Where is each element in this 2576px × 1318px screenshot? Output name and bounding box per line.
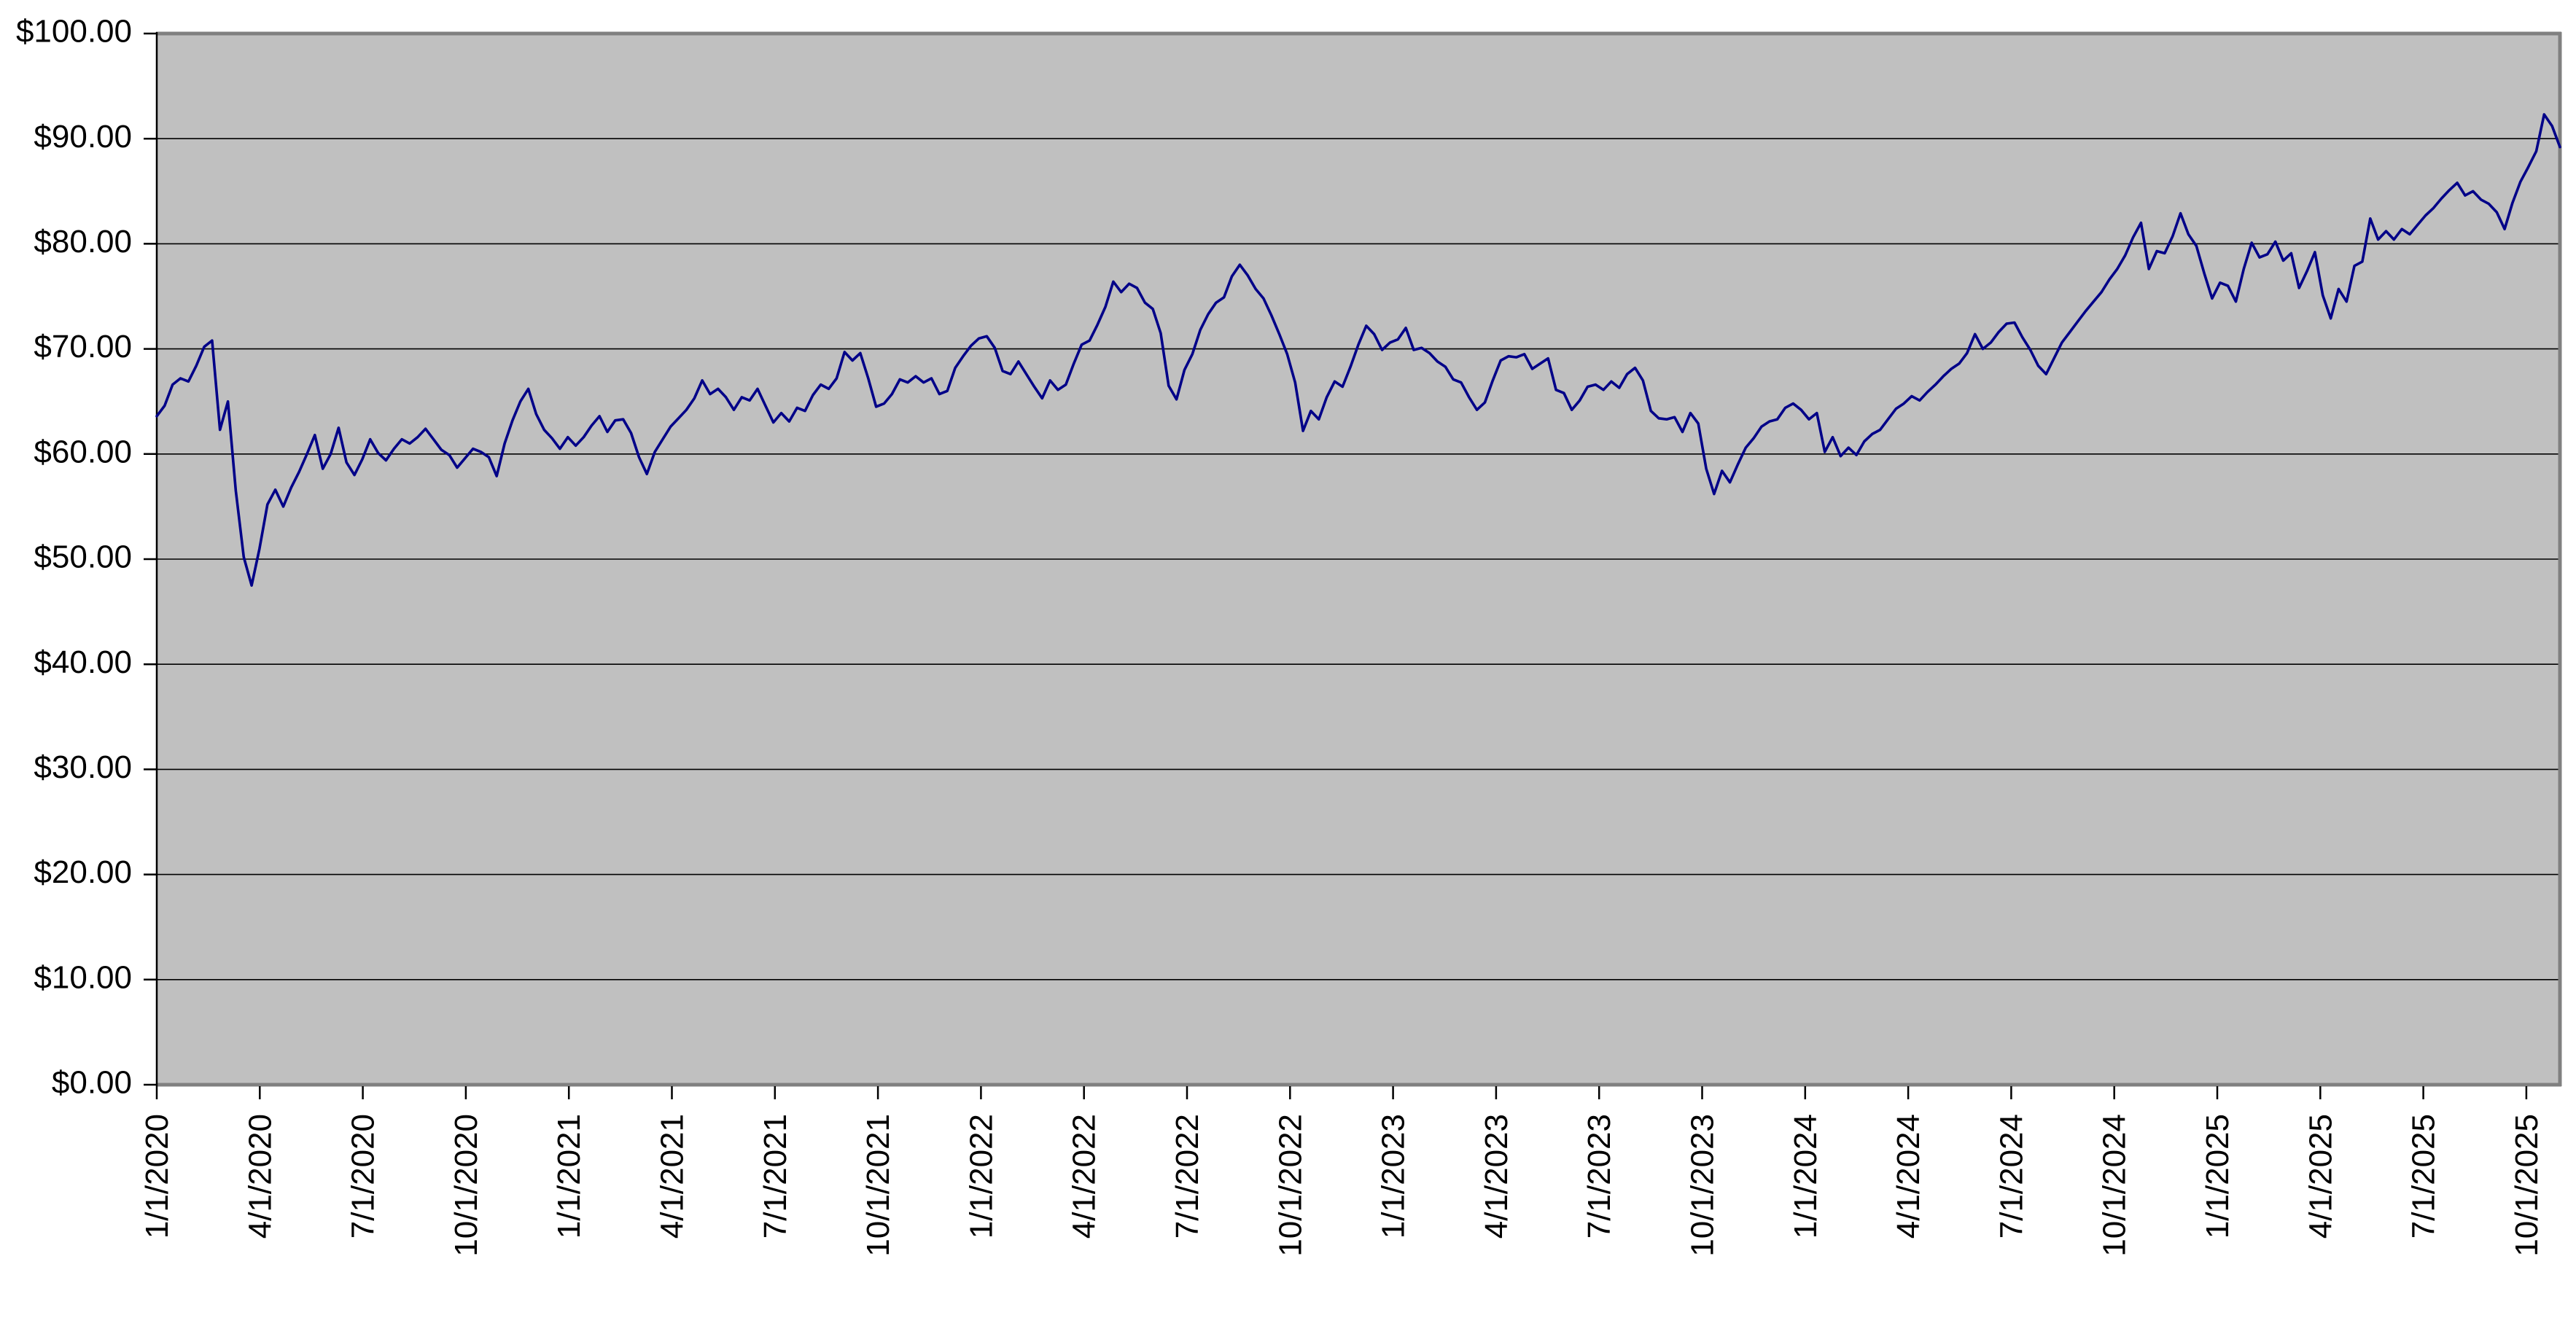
x-axis-labels: 1/1/2020 4/1/2020 7/1/2020 10/1/2020 1/1/202… — [139, 1114, 2545, 1257]
x-label-7/1/2021: 7/1/2021 — [758, 1114, 793, 1239]
price-line — [155, 113, 2561, 587]
y-label-$40.00: $40.00 — [34, 644, 132, 680]
x-label-10/1/2020: 10/1/2020 — [448, 1114, 484, 1257]
x-label-1/1/2025: 1/1/2025 — [2200, 1114, 2235, 1239]
x-label-10/1/2025: 10/1/2025 — [2509, 1114, 2545, 1257]
x-label-4/1/2022: 4/1/2022 — [1067, 1114, 1102, 1239]
x-label-4/1/2025: 4/1/2025 — [2303, 1114, 2338, 1239]
x-label-1/1/2024: 1/1/2024 — [1788, 1114, 1824, 1239]
y-label-$70.00: $70.00 — [34, 329, 132, 364]
gridlines — [157, 138, 2560, 980]
y-label-$0.00: $0.00 — [52, 1065, 132, 1101]
x-label-4/1/2021: 4/1/2021 — [655, 1114, 690, 1239]
x-label-10/1/2022: 10/1/2022 — [1272, 1114, 1308, 1257]
y-label-$20.00: $20.00 — [34, 854, 132, 890]
price-series-line — [155, 113, 2561, 587]
y-label-$60.00: $60.00 — [34, 434, 132, 469]
x-label-1/1/2023: 1/1/2023 — [1376, 1114, 1412, 1239]
x-label-4/1/2020: 4/1/2020 — [242, 1114, 278, 1239]
x-label-4/1/2023: 4/1/2023 — [1479, 1114, 1514, 1239]
x-label-1/1/2022: 1/1/2022 — [963, 1114, 999, 1239]
y-label-$90.00: $90.00 — [34, 119, 132, 155]
x-label-10/1/2023: 10/1/2023 — [1685, 1114, 1721, 1257]
x-label-10/1/2021: 10/1/2021 — [860, 1114, 896, 1257]
x-label-1/1/2021: 1/1/2021 — [551, 1114, 587, 1239]
x-label-7/1/2022: 7/1/2022 — [1170, 1114, 1205, 1239]
y-label-$10.00: $10.00 — [34, 959, 132, 995]
y-label-$100.00: $100.00 — [16, 14, 132, 50]
plot-borders — [155, 31, 2562, 1087]
y-label-$80.00: $80.00 — [34, 224, 132, 260]
x-label-1/1/2020: 1/1/2020 — [139, 1114, 175, 1239]
axis-tick-marks — [144, 32, 2528, 1099]
x-label-10/1/2024: 10/1/2024 — [2097, 1114, 2133, 1257]
x-label-7/1/2025: 7/1/2025 — [2406, 1114, 2442, 1239]
y-axis-labels: $0.00 $10.00 $20.00 $30.00 $40.00 $50.00 $60.0… — [16, 14, 132, 1101]
y-label-$50.00: $50.00 — [34, 539, 132, 575]
x-label-7/1/2020: 7/1/2020 — [346, 1114, 381, 1239]
x-label-7/1/2024: 7/1/2024 — [1993, 1114, 2029, 1239]
x-label-7/1/2023: 7/1/2023 — [1581, 1114, 1617, 1239]
x-label-4/1/2024: 4/1/2024 — [1891, 1114, 1926, 1239]
y-label-$30.00: $30.00 — [34, 749, 132, 785]
